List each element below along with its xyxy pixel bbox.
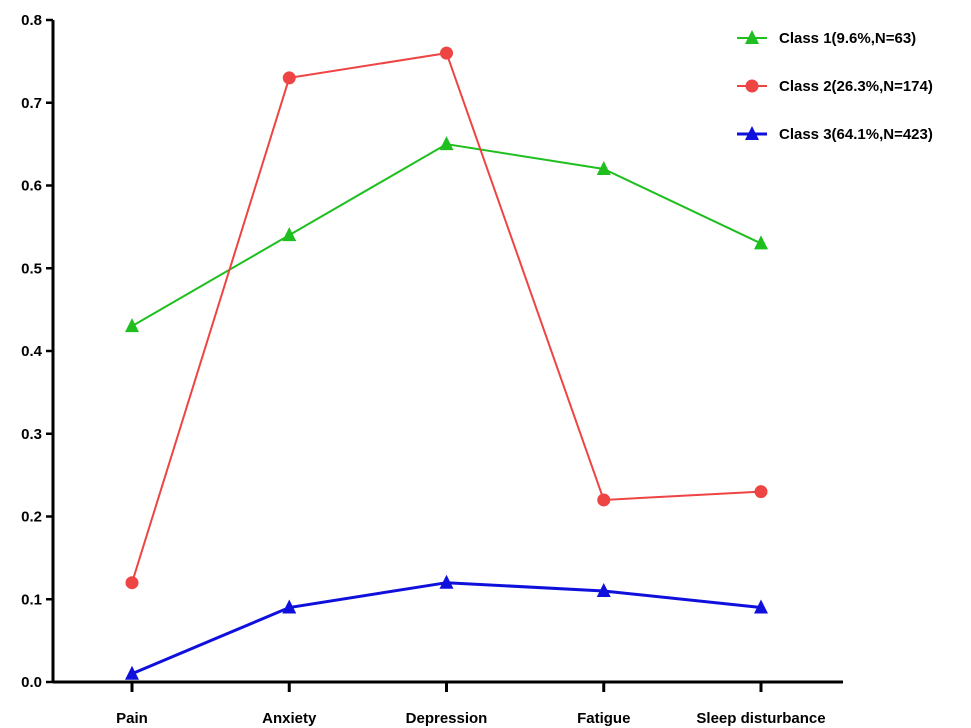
legend-marker-3 <box>745 126 759 140</box>
y-tick-label: 0.5 <box>21 260 42 277</box>
series-2-point <box>125 576 139 590</box>
legend-label-2: Class 2(26.3%,N=174) <box>779 78 933 95</box>
series-1-point <box>439 136 454 151</box>
series-3-point <box>282 599 297 614</box>
series-1-point <box>754 235 768 250</box>
series-1-line <box>131 143 762 328</box>
series-3-line <box>131 581 762 676</box>
x-tick-label-anxiety: Anxiety <box>262 710 317 727</box>
y-tick-label: 0.0 <box>21 674 42 691</box>
y-tick-label: 0.2 <box>21 509 42 526</box>
series-3-point <box>754 599 768 614</box>
series-3-point <box>439 574 454 589</box>
legend-marker-2 <box>745 79 759 93</box>
x-tick-label-depression: Depression <box>406 710 488 727</box>
series-2-point <box>282 71 296 85</box>
y-tick-label: 0.3 <box>21 426 42 443</box>
series-2-point <box>440 46 453 60</box>
x-tick-label-fatigue: Fatigue <box>577 710 630 727</box>
y-tick-label: 0.6 <box>21 178 42 195</box>
series-2-point <box>754 485 768 499</box>
legend-marker-1 <box>745 30 759 44</box>
x-tick-label-pain: Pain <box>116 710 148 727</box>
y-tick-label: 0.1 <box>21 591 42 608</box>
series-1-point <box>282 227 297 242</box>
series-1-point <box>125 318 139 333</box>
series-1-point <box>596 160 611 175</box>
legend-label-1: Class 1(9.6%,N=63) <box>779 30 916 47</box>
series-2-line <box>131 51 762 583</box>
y-tick-label: 0.8 <box>21 12 42 29</box>
x-tick-label-sleep-disturbance: Sleep disturbance <box>696 710 825 727</box>
series-3-point <box>596 582 611 597</box>
series-layer <box>125 46 768 680</box>
series-3-point <box>125 665 139 680</box>
y-tick-label: 0.4 <box>21 343 43 360</box>
series-2-point <box>597 493 611 507</box>
ticks-layer: 0.0 0.1 0.2 0.3 0.4 0.5 0.6 0.7 0.8 Pain Anxiety De… <box>21 12 825 727</box>
y-tick-label: 0.7 <box>21 95 42 112</box>
legend: Class 1(9.6%,N=63) Class 2(26.3%,N=174) Cl… <box>737 30 933 143</box>
legend-label-3: Class 3(64.1%,N=423) <box>779 126 933 143</box>
